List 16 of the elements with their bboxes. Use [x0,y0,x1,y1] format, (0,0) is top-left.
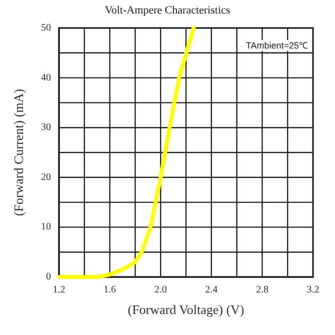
x-axis-title: (Forward Voltage) (V) [128,302,244,317]
x-tick-label: 2.8 [256,284,268,296]
y-tick-label: 0 [46,272,51,282]
y-axis-title: (Forward Current) (mA) [11,88,26,216]
x-tick-label: 3.2 [306,284,320,296]
y-tick-label: 40 [41,72,51,84]
y-tick-label: 30 [41,122,51,134]
x-tick-label: 1.6 [104,284,116,296]
x-tick-label: 2.0 [154,284,167,296]
y-tick-label: 10 [41,222,51,233]
chart-title: Volt-Ampere Characteristics [104,4,230,16]
y-tick-label: 50 [41,22,51,34]
annotation: TAmbient=25℃ [246,40,308,50]
x-tick-label: 1.2 [52,284,66,296]
y-tick-label: 20 [41,172,51,183]
x-tick-label: 2.4 [205,284,218,296]
